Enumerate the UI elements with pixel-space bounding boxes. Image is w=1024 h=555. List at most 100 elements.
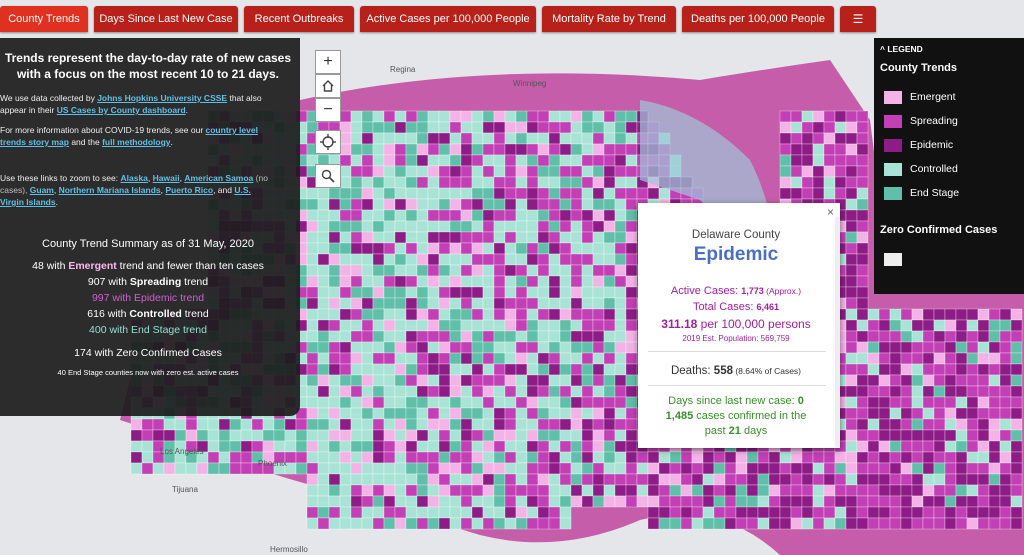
county-cell[interactable] <box>867 363 880 376</box>
county-cell[interactable] <box>559 286 572 299</box>
county-cell[interactable] <box>460 286 473 299</box>
county-cell[interactable] <box>361 143 374 156</box>
county-cell[interactable] <box>658 473 671 486</box>
county-cell[interactable] <box>405 517 418 530</box>
county-cell[interactable] <box>163 462 176 475</box>
county-cell[interactable] <box>559 209 572 222</box>
county-cell[interactable] <box>977 330 990 343</box>
county-cell[interactable] <box>493 319 506 332</box>
county-cell[interactable] <box>526 473 539 486</box>
county-cell[interactable] <box>845 396 858 409</box>
county-cell[interactable] <box>636 495 649 508</box>
county-cell[interactable] <box>603 154 616 167</box>
county-cell[interactable] <box>350 407 363 420</box>
county-cell[interactable] <box>372 275 385 288</box>
county-cell[interactable] <box>295 451 308 464</box>
county-cell[interactable] <box>427 451 440 464</box>
county-cell[interactable] <box>493 506 506 519</box>
county-cell[interactable] <box>328 506 341 519</box>
county-cell[interactable] <box>350 462 363 475</box>
county-cell[interactable] <box>207 451 220 464</box>
county-cell[interactable] <box>955 308 968 321</box>
county-cell[interactable] <box>603 363 616 376</box>
county-cell[interactable] <box>372 264 385 277</box>
county-cell[interactable] <box>537 517 550 530</box>
county-cell[interactable] <box>592 132 605 145</box>
county-cell[interactable] <box>933 352 946 365</box>
county-cell[interactable] <box>592 231 605 244</box>
county-cell[interactable] <box>548 418 561 431</box>
county-cell[interactable] <box>515 121 528 134</box>
county-cell[interactable] <box>823 143 836 156</box>
county-cell[interactable] <box>482 198 495 211</box>
county-cell[interactable] <box>702 473 715 486</box>
county-cell[interactable] <box>306 396 319 409</box>
county-cell[interactable] <box>878 506 891 519</box>
county-cell[interactable] <box>999 330 1012 343</box>
county-cell[interactable] <box>350 517 363 530</box>
county-cell[interactable] <box>152 429 165 442</box>
county-cell[interactable] <box>966 517 979 530</box>
county-cell[interactable] <box>416 286 429 299</box>
county-cell[interactable] <box>449 418 462 431</box>
link-guam[interactable]: Guam <box>29 185 54 195</box>
county-cell[interactable] <box>328 517 341 530</box>
county-cell[interactable] <box>812 462 825 475</box>
county-cell[interactable] <box>746 473 759 486</box>
county-cell[interactable] <box>746 451 759 464</box>
county-cell[interactable] <box>570 473 583 486</box>
county-cell[interactable] <box>603 352 616 365</box>
county-cell[interactable] <box>306 363 319 376</box>
county-cell[interactable] <box>383 132 396 145</box>
county-cell[interactable] <box>339 440 352 453</box>
county-cell[interactable] <box>361 374 374 387</box>
county-cell[interactable] <box>570 187 583 200</box>
county-cell[interactable] <box>559 176 572 189</box>
county-cell[interactable] <box>515 275 528 288</box>
county-cell[interactable] <box>361 154 374 167</box>
county-cell[interactable] <box>383 473 396 486</box>
county-cell[interactable] <box>504 407 517 420</box>
county-cell[interactable] <box>372 396 385 409</box>
county-cell[interactable] <box>427 506 440 519</box>
county-cell[interactable] <box>416 451 429 464</box>
county-cell[interactable] <box>526 176 539 189</box>
county-cell[interactable] <box>966 352 979 365</box>
county-cell[interactable] <box>559 363 572 376</box>
county-cell[interactable] <box>504 253 517 266</box>
county-cell[interactable] <box>900 374 913 387</box>
county-cell[interactable] <box>515 352 528 365</box>
county-cell[interactable] <box>603 484 616 497</box>
county-cell[interactable] <box>966 374 979 387</box>
county-cell[interactable] <box>350 275 363 288</box>
county-cell[interactable] <box>790 506 803 519</box>
county-cell[interactable] <box>361 220 374 233</box>
county-cell[interactable] <box>845 264 858 277</box>
county-cell[interactable] <box>482 165 495 178</box>
county-cell[interactable] <box>405 473 418 486</box>
county-cell[interactable] <box>658 517 671 530</box>
county-cell[interactable] <box>361 517 374 530</box>
county-cell[interactable] <box>482 308 495 321</box>
county-cell[interactable] <box>471 176 484 189</box>
county-cell[interactable] <box>966 429 979 442</box>
county-cell[interactable] <box>383 110 396 123</box>
county-cell[interactable] <box>845 220 858 233</box>
county-cell[interactable] <box>372 308 385 321</box>
county-cell[interactable] <box>922 462 935 475</box>
county-cell[interactable] <box>559 429 572 442</box>
county-cell[interactable] <box>625 253 638 266</box>
county-cell[interactable] <box>405 407 418 420</box>
county-cell[interactable] <box>548 396 561 409</box>
county-cell[interactable] <box>405 253 418 266</box>
county-cell[interactable] <box>383 231 396 244</box>
county-cell[interactable] <box>306 462 319 475</box>
county-cell[interactable] <box>350 440 363 453</box>
county-cell[interactable] <box>922 363 935 376</box>
county-cell[interactable] <box>262 418 275 431</box>
county-cell[interactable] <box>592 462 605 475</box>
county-cell[interactable] <box>493 121 506 134</box>
county-cell[interactable] <box>438 231 451 244</box>
county-cell[interactable] <box>559 517 572 530</box>
county-cell[interactable] <box>350 264 363 277</box>
